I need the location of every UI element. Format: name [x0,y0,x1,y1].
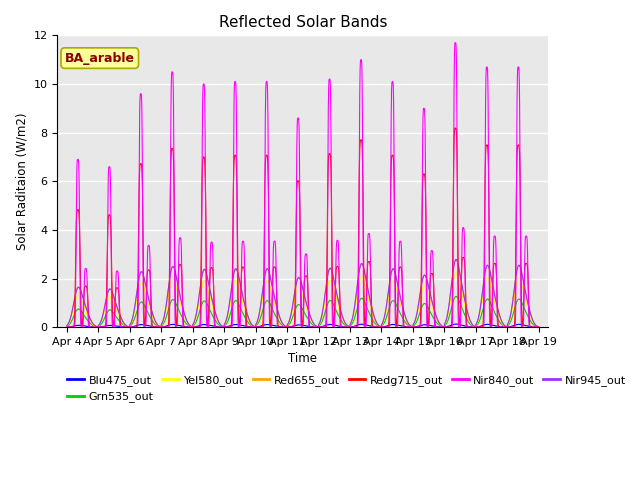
X-axis label: Time: Time [288,352,317,365]
Text: BA_arable: BA_arable [65,51,135,65]
Legend: Blu475_out, Grn535_out, Yel580_out, Red655_out, Redg715_out, Nir840_out, Nir945_: Blu475_out, Grn535_out, Yel580_out, Red6… [63,371,630,407]
Title: Reflected Solar Bands: Reflected Solar Bands [218,15,387,30]
Y-axis label: Solar Raditaion (W/m2): Solar Raditaion (W/m2) [15,112,28,250]
